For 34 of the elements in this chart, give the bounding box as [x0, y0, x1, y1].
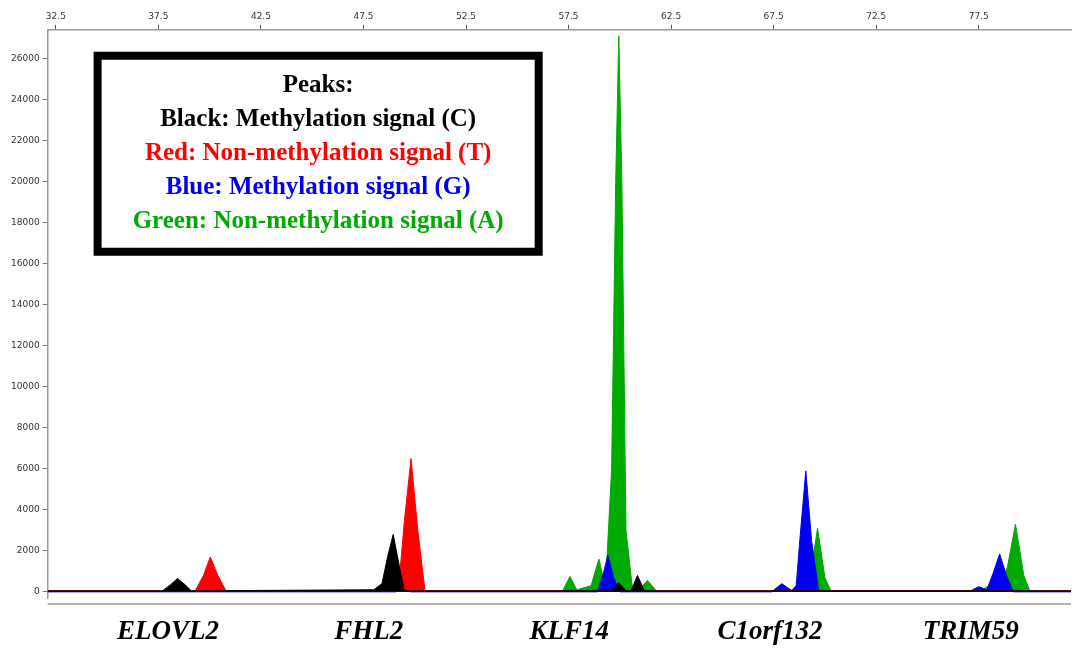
x-tick-label: 62.5 — [661, 10, 682, 21]
x-tick-label: 67.5 — [763, 10, 784, 21]
y-tick-label: 4000 — [16, 504, 40, 515]
x-tick-label: 42.5 — [250, 10, 271, 21]
y-tick-label: 10000 — [10, 381, 40, 392]
text: Green: Non-methylation signal (A) — [132, 206, 504, 235]
text: FHL2 — [333, 614, 404, 645]
x-tick-label: 47.5 — [353, 10, 374, 21]
y-tick-label: 12000 — [10, 340, 40, 351]
y-tick-label: 18000 — [10, 216, 40, 227]
text: Blue: Methylation signal (G) — [165, 172, 471, 201]
y-tick-label: 2000 — [16, 545, 40, 556]
y-tick-label: 24000 — [10, 93, 40, 104]
x-tick-label: 32.5 — [45, 10, 66, 21]
y-tick-label: 0 — [33, 586, 40, 597]
text: Red: Non-methylation signal (T) — [144, 138, 492, 167]
text: TRIM59 — [922, 614, 1020, 645]
legend-title: Peaks: — [282, 70, 354, 98]
y-tick-label: 8000 — [16, 422, 40, 433]
x-tick-label: 37.5 — [148, 10, 169, 21]
text: C1orf132 — [717, 614, 823, 645]
text: Black: Methylation signal (C) — [160, 104, 477, 133]
x-tick-label: 72.5 — [866, 10, 887, 21]
y-tick-label: 14000 — [10, 299, 40, 310]
y-tick-label: 26000 — [10, 52, 40, 63]
y-tick-label: 6000 — [16, 463, 40, 474]
y-tick-label: 16000 — [10, 257, 40, 268]
text: ELOVL2 — [116, 614, 220, 645]
x-tick-label: 77.5 — [968, 10, 989, 21]
text: KLF14 — [528, 614, 610, 645]
y-tick-label: 22000 — [10, 134, 40, 145]
y-tick-label: 20000 — [10, 175, 40, 186]
x-tick-label: 52.5 — [455, 10, 477, 21]
x-tick-label: 57.5 — [558, 10, 579, 21]
